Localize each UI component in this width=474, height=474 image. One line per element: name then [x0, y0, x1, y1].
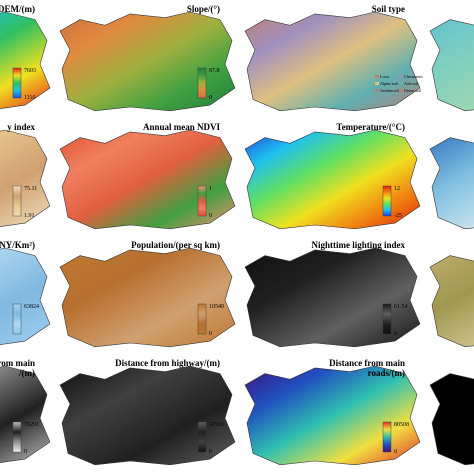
map-region	[429, 255, 474, 348]
colorbar-max: 80508	[394, 422, 409, 428]
legend-swatch	[375, 82, 379, 85]
panel-title: y index	[7, 122, 35, 132]
legend-label: Aeolian soil	[380, 88, 400, 93]
legend-label: Desert soil	[404, 88, 422, 93]
panel-title: Nighttime lighting index	[311, 240, 405, 250]
map-region	[429, 137, 474, 230]
colorbar-max: 61.54	[394, 304, 408, 310]
map-region	[59, 129, 236, 230]
map-region	[244, 11, 421, 112]
map-region	[429, 19, 474, 112]
colorbar	[197, 303, 207, 335]
colorbar-min: 1.91	[24, 213, 35, 219]
panel-title: roads/(m)	[368, 368, 405, 378]
colorbar-max: 47510	[209, 422, 224, 428]
colorbar-min: 0	[209, 449, 212, 455]
panel-title: DEM/(m)	[0, 4, 35, 14]
colorbar-min: 0	[209, 331, 212, 337]
colorbar-min: 0	[209, 95, 212, 101]
panel-title: Distance from highway/(m)	[115, 358, 220, 368]
colorbar	[12, 185, 22, 217]
panel-title: Distance from main	[329, 358, 405, 368]
map-region	[59, 11, 236, 112]
map-region	[0, 11, 51, 109]
legend-label: Arid soil	[404, 81, 419, 86]
legend-label: Alpine soil	[380, 81, 399, 86]
colorbar	[12, 421, 22, 453]
colorbar-min: 0	[24, 449, 27, 455]
map-region	[59, 247, 236, 348]
colorbar-max: 10540	[209, 304, 224, 310]
legend-swatch	[399, 82, 403, 85]
legend-swatch	[399, 75, 403, 78]
colorbar-max: 7603	[24, 68, 36, 74]
colorbar	[382, 185, 392, 217]
colorbar	[12, 303, 22, 335]
panel-title: Slope/(°)	[187, 4, 220, 14]
colorbar-min: 0	[209, 213, 212, 219]
map-region	[244, 247, 421, 348]
colorbar	[382, 421, 392, 453]
colorbar	[197, 185, 207, 217]
colorbar-min: 0	[394, 331, 397, 337]
colorbar	[382, 303, 392, 335]
colorbar-min: 0	[394, 449, 397, 455]
map-region	[0, 365, 51, 463]
map-region	[0, 129, 51, 227]
legend-swatch	[375, 75, 379, 78]
colorbar-max: 76291	[24, 422, 39, 428]
panel-title: ²CNY/Km²)	[0, 240, 35, 250]
map-region	[59, 365, 236, 466]
colorbar	[197, 421, 207, 453]
panel-title: from main	[0, 358, 35, 368]
colorbar-max: 87.8	[209, 68, 220, 74]
colorbar-max: 1	[209, 186, 212, 192]
panel-title: Temperature/(°C)	[336, 122, 405, 132]
colorbar-max: 12	[394, 186, 400, 192]
map-region	[0, 247, 51, 345]
map-region	[244, 365, 421, 466]
map-region	[429, 373, 474, 466]
legend-label: Loess	[380, 74, 390, 79]
colorbar-min: 1110	[24, 95, 36, 101]
colorbar-min: -25	[394, 213, 402, 219]
panel-title: Annual mean NDVI	[143, 122, 221, 132]
colorbar-max: 63824	[24, 304, 39, 310]
legend-swatch	[399, 89, 403, 92]
colorbar	[197, 67, 207, 99]
panel-title: Population/(per sq km)	[131, 240, 220, 250]
legend-swatch	[375, 89, 379, 92]
panel-title: /(m)	[18, 368, 35, 378]
colorbar-max: 75.11	[24, 186, 37, 192]
map-region	[244, 129, 421, 230]
colorbar	[12, 67, 22, 99]
legend-label: Chernozem	[404, 74, 423, 79]
panel-title: Soil type	[372, 4, 405, 14]
